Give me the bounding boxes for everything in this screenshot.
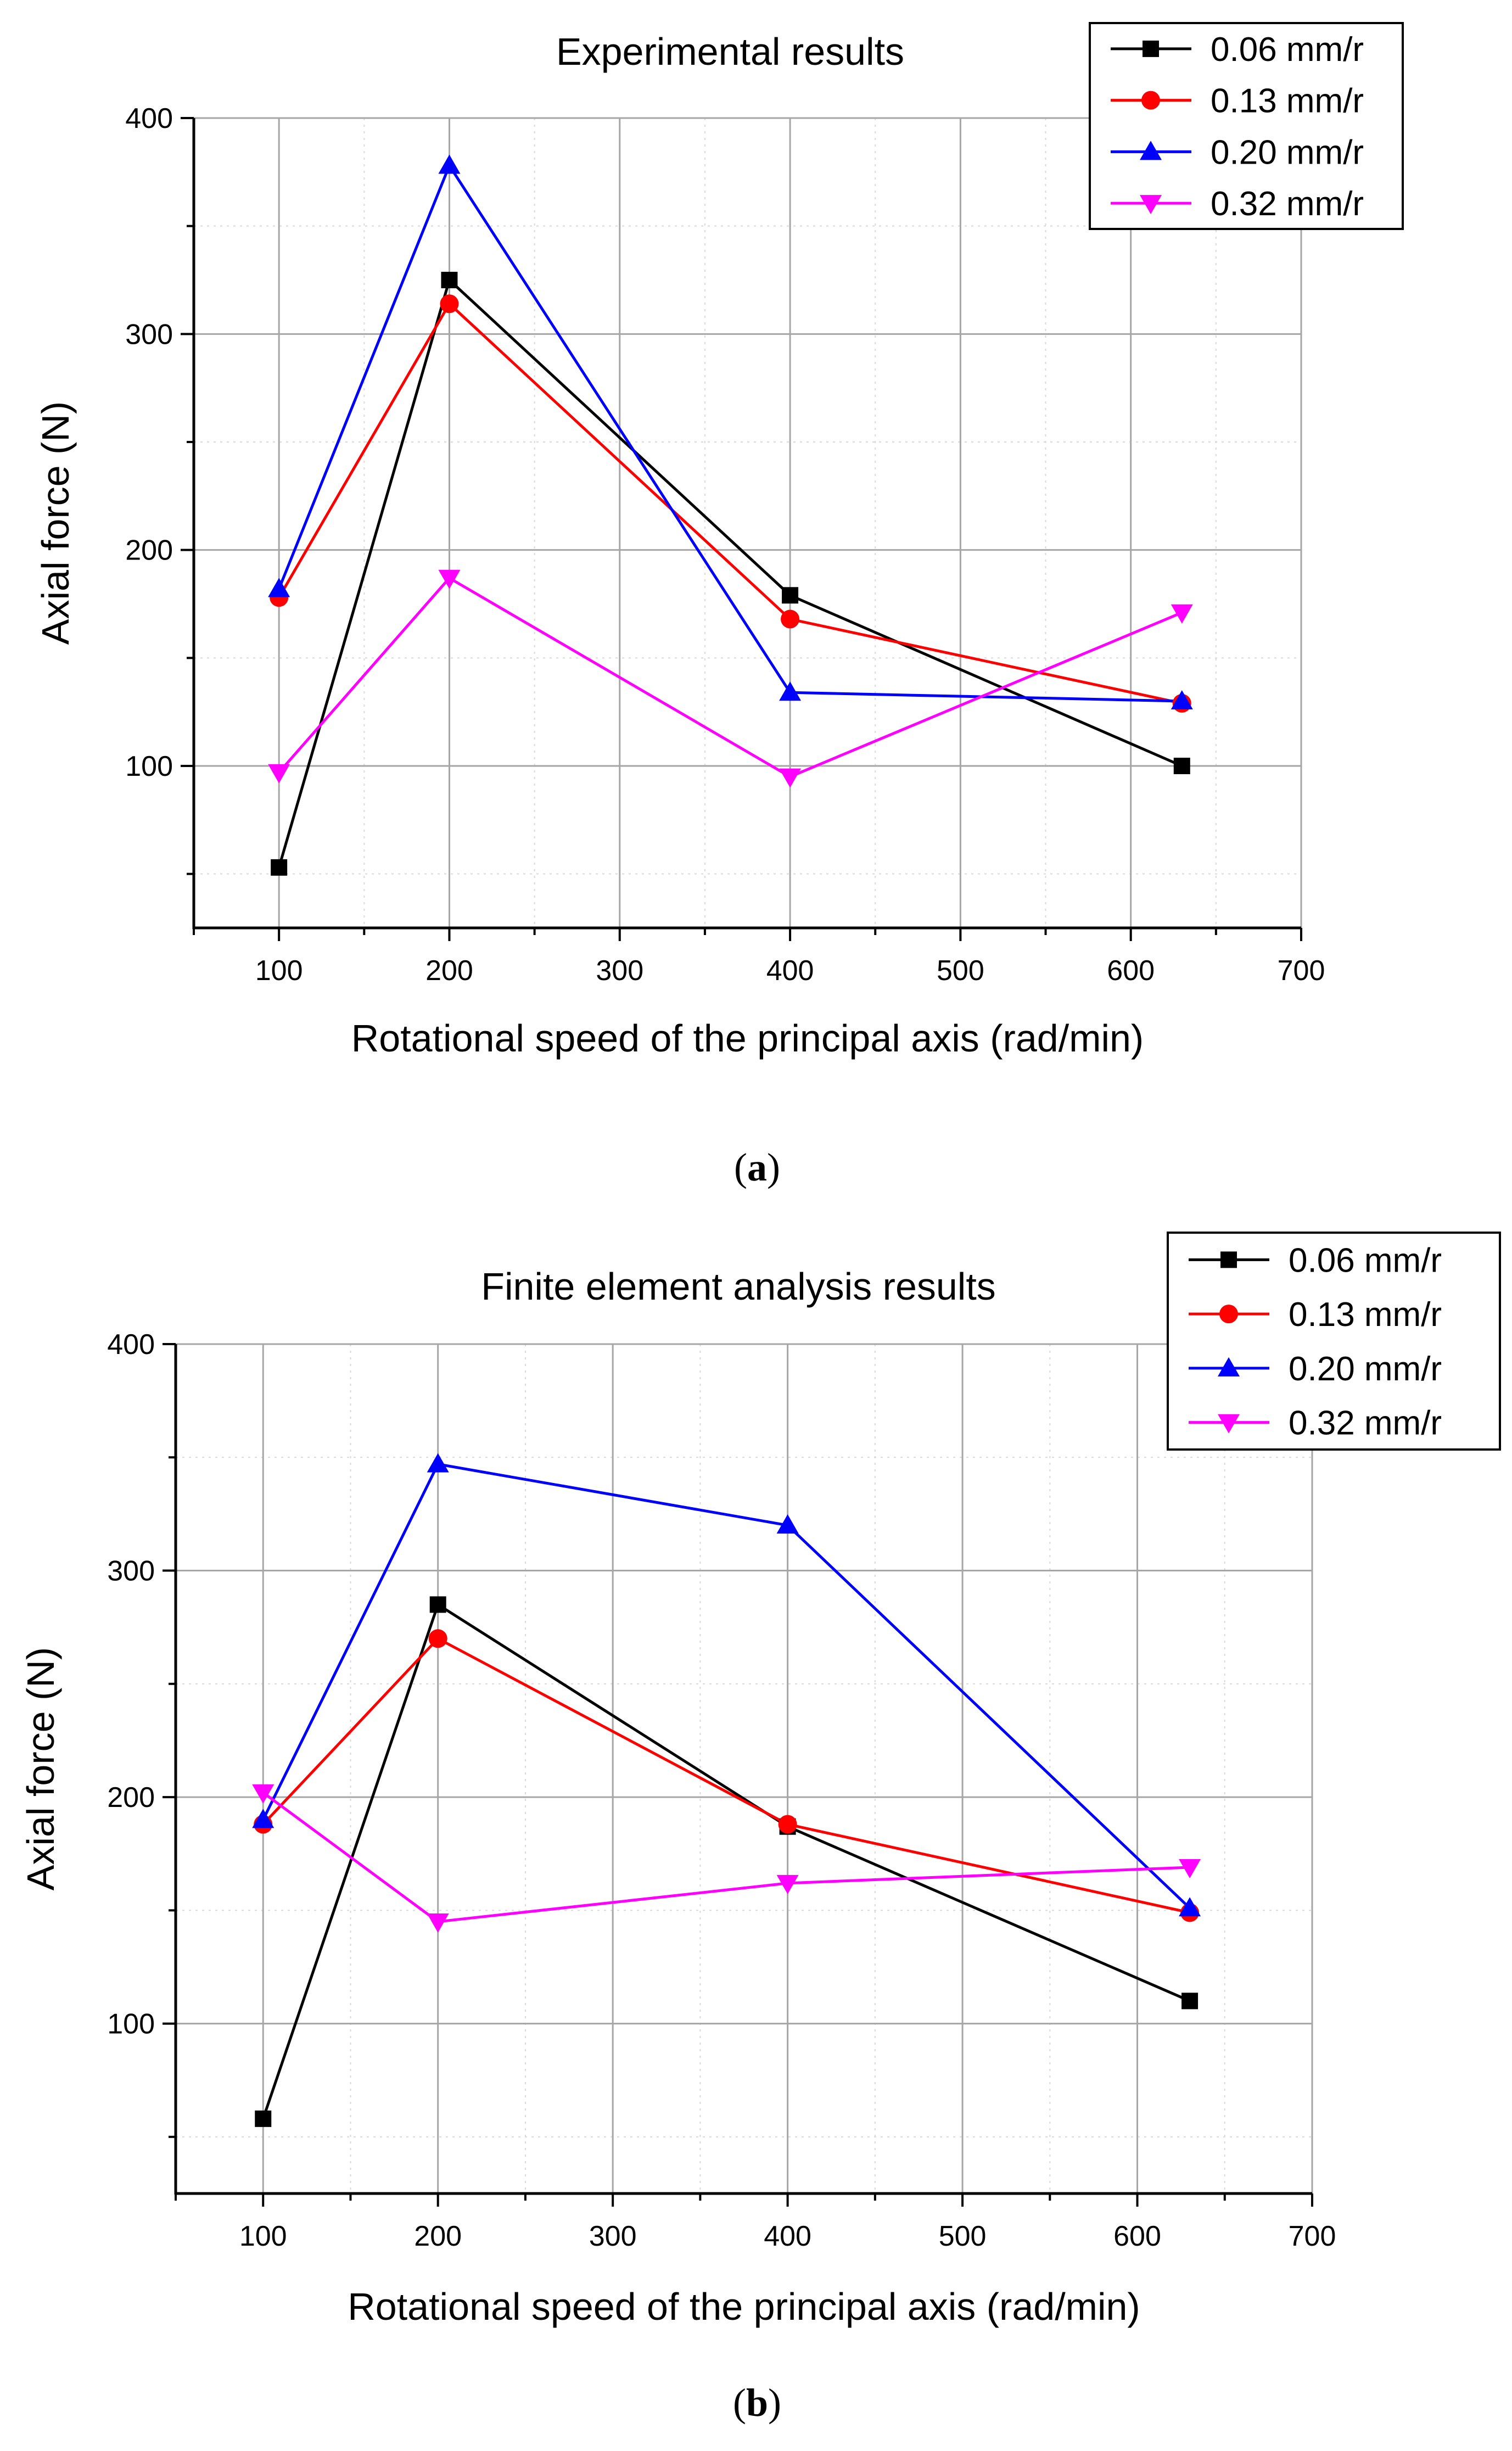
legend-marker-3 — [1140, 195, 1162, 215]
x-tick-label: 700 — [1278, 955, 1325, 987]
x-tick-label: 300 — [589, 2220, 637, 2252]
y-tick-label: 200 — [107, 1782, 155, 1814]
x-tick-label: 600 — [1113, 2220, 1161, 2252]
data-point-s2-p1 — [438, 154, 461, 174]
data-point-s2-p2 — [779, 681, 802, 701]
legend-label-1: 0.13 mm/r — [1289, 1296, 1442, 1334]
series-line-1 — [262, 1637, 1190, 1914]
series-line-2 — [277, 163, 1182, 703]
data-point-s2-p3 — [1171, 690, 1193, 709]
y-tick-label: 400 — [107, 1329, 155, 1361]
data-point-s0-p0 — [271, 859, 288, 876]
legend-label-0: 0.06 mm/r — [1211, 31, 1364, 69]
x-tick-label: 200 — [414, 2220, 462, 2252]
data-point-s3-p2 — [779, 768, 802, 788]
data-point-s2-p1 — [427, 1453, 449, 1473]
data-point-s1-p1 — [428, 1629, 447, 1648]
chart-finite-element: 100 200 300 400 500 600 700 100 200 300 400 Finite … — [19, 1232, 1501, 2328]
x-tick-label: 300 — [596, 955, 643, 987]
legend-box — [1167, 1232, 1501, 1451]
legend-marker-3 — [1218, 1414, 1240, 1434]
data-point-s0-p3 — [1173, 758, 1190, 774]
data-point-s1-p2 — [778, 1815, 797, 1834]
y-axis-label: Axial force (N) — [34, 401, 77, 645]
y-tick-label: 100 — [125, 751, 173, 782]
data-point-s0-p3 — [1181, 1993, 1199, 2010]
legend-label-1: 0.13 mm/r — [1211, 82, 1364, 120]
legend-box — [1089, 22, 1404, 230]
data-point-s0-p1 — [429, 1596, 446, 1613]
panel-label-b: (b) — [733, 2381, 781, 2425]
y-tick-label: 200 — [125, 535, 173, 567]
data-point-s3-p2 — [776, 1874, 799, 1894]
series-line-2 — [261, 1462, 1191, 1910]
chart-experimental: 100 200 300 400 500 600 700 100 200 300 400 Experim… — [34, 22, 1404, 1060]
legend-marker-1 — [1141, 91, 1160, 110]
series-line-0 — [277, 277, 1183, 868]
legend-marker-0 — [1220, 1251, 1237, 1268]
x-tick-label: 500 — [939, 2220, 987, 2252]
panel-label-a: (a) — [734, 1145, 780, 1189]
legend-marker-2 — [1140, 141, 1162, 160]
data-point-s3-p0 — [268, 764, 290, 784]
data-point-s2-p0 — [252, 1809, 275, 1828]
x-tick-label: 500 — [937, 955, 984, 987]
data-point-s2-p2 — [776, 1514, 799, 1534]
x-tick-label: 100 — [239, 2220, 287, 2252]
legend-label-2: 0.20 mm/r — [1211, 133, 1364, 171]
data-point-s3-p1 — [427, 1913, 449, 1933]
legend-label-0: 0.06 mm/r — [1289, 1241, 1442, 1279]
series-line-3 — [278, 576, 1183, 779]
chart-title: Finite element analysis results — [481, 1265, 996, 1308]
legend-marker-2 — [1218, 1357, 1240, 1376]
data-point-s3-p1 — [438, 569, 461, 589]
data-point-s3-p0 — [252, 1784, 275, 1804]
y-tick-label: 400 — [125, 103, 173, 135]
x-axis-label: Rotational speed of the principal axis (… — [348, 2285, 1140, 2328]
data-point-s0-p2 — [782, 587, 799, 604]
x-tick-label: 100 — [255, 955, 303, 987]
data-point-s1-p2 — [781, 609, 800, 629]
data-point-s0-p1 — [441, 272, 458, 288]
data-point-s3-p3 — [1179, 1859, 1201, 1878]
data-point-s1-p1 — [440, 294, 459, 314]
x-tick-label: 200 — [425, 955, 473, 987]
y-tick-label: 300 — [125, 318, 173, 350]
legend-marker-0 — [1143, 40, 1159, 57]
series-line-1 — [277, 301, 1183, 705]
data-point-s2-p0 — [268, 578, 290, 597]
x-tick-label: 600 — [1107, 955, 1155, 987]
y-axis-label: Axial force (N) — [19, 1647, 62, 1890]
y-tick-label: 300 — [107, 1555, 155, 1587]
legend-label-2: 0.20 mm/r — [1289, 1350, 1442, 1388]
data-point-s2-p3 — [1179, 1897, 1201, 1917]
x-axis-label: Rotational speed of the principal axis (… — [351, 1017, 1144, 1060]
x-tick-label: 400 — [764, 2220, 811, 2252]
x-tick-label: 700 — [1289, 2220, 1336, 2252]
series-line-0 — [261, 1602, 1191, 2119]
y-tick-label: 100 — [107, 2008, 155, 2040]
data-point-s0-p0 — [255, 2110, 272, 2127]
x-tick-label: 400 — [766, 955, 814, 987]
legend-label-3: 0.32 mm/r — [1211, 185, 1364, 223]
legend-marker-1 — [1219, 1305, 1238, 1324]
series-line-3 — [262, 1791, 1190, 1923]
data-point-s3-p3 — [1171, 604, 1193, 624]
legend-label-3: 0.32 mm/r — [1289, 1404, 1442, 1442]
chart-title: Experimental results — [556, 30, 904, 73]
